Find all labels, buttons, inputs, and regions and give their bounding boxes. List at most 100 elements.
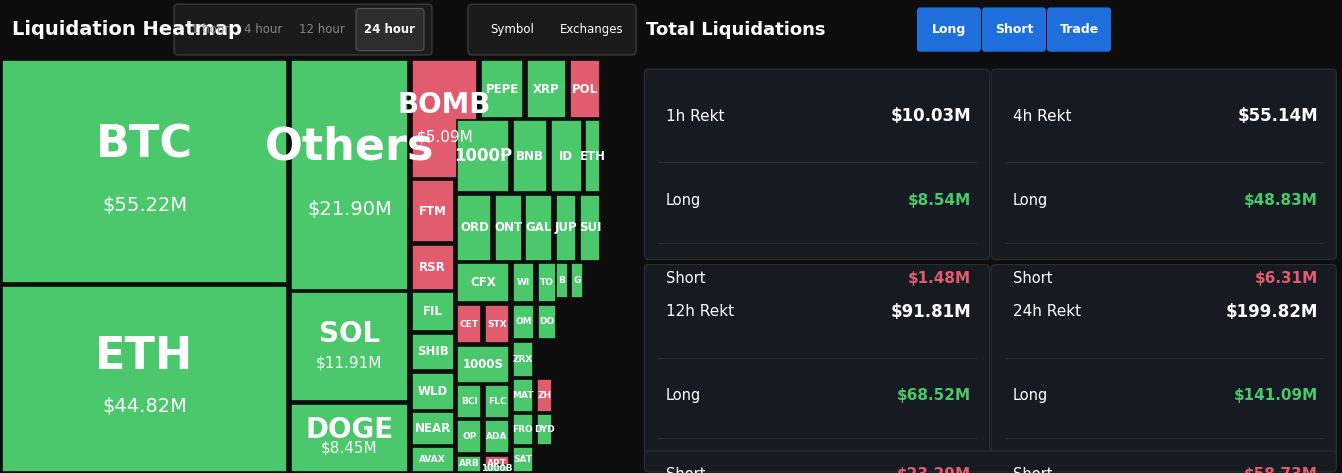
Bar: [484, 420, 509, 453]
Bar: [538, 263, 557, 302]
Text: ONT: ONT: [494, 221, 522, 234]
Text: $55.14M: $55.14M: [1237, 107, 1318, 125]
Text: 1000P: 1000P: [454, 148, 513, 166]
Bar: [513, 447, 533, 472]
Bar: [482, 61, 523, 118]
Text: $21.90M: $21.90M: [307, 200, 392, 219]
Text: $58.73M: $58.73M: [1244, 466, 1318, 473]
Text: Long: Long: [1013, 388, 1048, 403]
Text: FIL: FIL: [423, 305, 443, 318]
Text: FTM: FTM: [419, 205, 447, 218]
Bar: [513, 305, 534, 339]
Bar: [412, 412, 454, 445]
Text: $8.45M: $8.45M: [321, 440, 377, 455]
Bar: [291, 61, 408, 289]
Text: Symbol: Symbol: [490, 23, 534, 36]
Text: FRO: FRO: [513, 425, 533, 434]
Text: $199.82M: $199.82M: [1225, 303, 1318, 321]
FancyBboxPatch shape: [356, 9, 424, 51]
Text: Total Liquidations: Total Liquidations: [646, 20, 825, 39]
Bar: [484, 385, 509, 418]
Text: DOGE: DOGE: [306, 416, 393, 444]
Bar: [556, 263, 568, 298]
Text: $11.91M: $11.91M: [317, 356, 382, 371]
Text: $48.83M: $48.83M: [1244, 193, 1318, 208]
Bar: [412, 373, 454, 410]
Text: GAL: GAL: [526, 221, 552, 234]
Text: Short: Short: [666, 466, 706, 473]
FancyBboxPatch shape: [644, 264, 989, 455]
FancyBboxPatch shape: [174, 4, 432, 55]
Text: OM: OM: [515, 317, 531, 326]
Text: POL: POL: [572, 83, 599, 96]
Text: Exchanges: Exchanges: [560, 23, 624, 36]
Text: 12 hour: 12 hour: [299, 23, 345, 36]
Bar: [513, 379, 533, 412]
Bar: [412, 61, 478, 178]
Text: $23.29M: $23.29M: [896, 466, 972, 473]
Text: Short: Short: [994, 23, 1033, 36]
Bar: [513, 263, 534, 302]
Bar: [412, 447, 454, 472]
Bar: [458, 455, 482, 472]
Text: ETH: ETH: [580, 150, 605, 163]
FancyBboxPatch shape: [468, 4, 636, 55]
Bar: [458, 420, 482, 453]
Bar: [495, 195, 522, 261]
Text: SUI: SUI: [578, 221, 601, 234]
Text: XRP: XRP: [533, 83, 560, 96]
Bar: [556, 195, 576, 261]
Bar: [484, 305, 509, 343]
Bar: [513, 342, 533, 377]
Bar: [569, 61, 600, 118]
Text: SHIB: SHIB: [417, 345, 448, 359]
Text: 12h Rekt: 12h Rekt: [666, 304, 734, 319]
Text: WI: WI: [517, 278, 530, 287]
Bar: [1, 61, 287, 283]
Bar: [412, 245, 454, 289]
Text: PEPE: PEPE: [486, 83, 519, 96]
Text: AVAX: AVAX: [419, 455, 446, 464]
Text: SOL: SOL: [319, 320, 380, 348]
Text: BCI: BCI: [460, 397, 478, 406]
Text: Long: Long: [1013, 193, 1048, 208]
Bar: [513, 414, 533, 445]
Text: $44.82M: $44.82M: [102, 397, 187, 416]
Text: Long: Long: [931, 23, 966, 36]
Text: CET: CET: [460, 319, 479, 329]
Text: $8.54M: $8.54M: [909, 193, 972, 208]
Text: Short: Short: [1013, 466, 1052, 473]
Text: ARB: ARB: [459, 459, 479, 468]
Bar: [526, 195, 552, 261]
Text: MAT: MAT: [513, 391, 534, 400]
Bar: [1, 286, 287, 472]
Text: Short: Short: [666, 271, 706, 286]
Bar: [458, 120, 509, 193]
FancyBboxPatch shape: [992, 69, 1337, 260]
Text: ZRX: ZRX: [513, 355, 533, 364]
Text: $68.52M: $68.52M: [896, 388, 972, 403]
Bar: [513, 120, 546, 193]
Bar: [458, 195, 491, 261]
Text: 1000B: 1000B: [482, 464, 513, 473]
Text: ETH: ETH: [95, 335, 193, 378]
FancyBboxPatch shape: [992, 264, 1337, 455]
Bar: [572, 263, 584, 298]
Text: OP: OP: [462, 432, 476, 441]
Text: $141.09M: $141.09M: [1233, 388, 1318, 403]
FancyBboxPatch shape: [1047, 8, 1111, 52]
Text: Long: Long: [666, 388, 702, 403]
Bar: [484, 465, 509, 472]
FancyBboxPatch shape: [917, 8, 981, 52]
Text: Liquidation Heatmap: Liquidation Heatmap: [12, 20, 242, 39]
Bar: [537, 379, 552, 412]
Text: $55.22M: $55.22M: [102, 196, 187, 215]
Bar: [458, 305, 482, 343]
FancyBboxPatch shape: [644, 69, 989, 260]
Text: 4 hour: 4 hour: [244, 23, 282, 36]
Text: DYD: DYD: [534, 425, 554, 434]
Bar: [291, 404, 408, 472]
Bar: [585, 120, 600, 193]
Text: 24 hour: 24 hour: [365, 23, 416, 36]
Bar: [458, 346, 509, 383]
